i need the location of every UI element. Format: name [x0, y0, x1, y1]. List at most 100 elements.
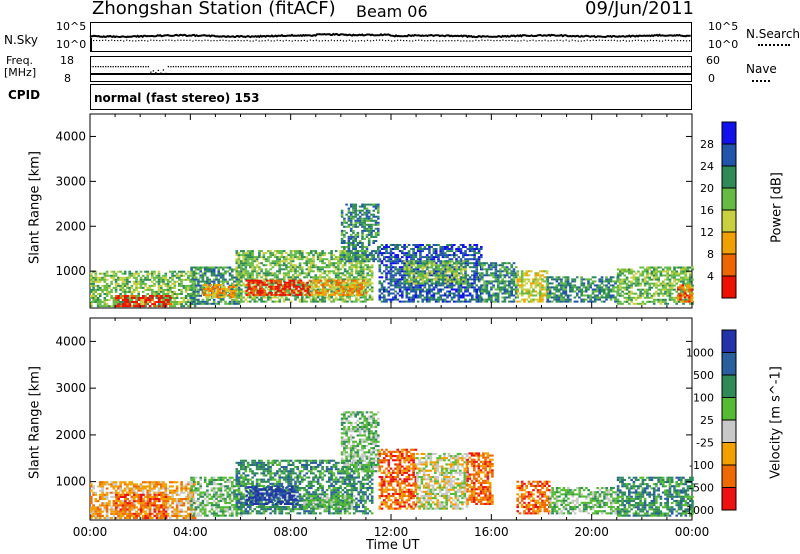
- data-cell: [603, 288, 606, 291]
- data-cell: [357, 262, 360, 265]
- data-cell: [490, 268, 493, 271]
- data-cell: [414, 252, 418, 255]
- data-cell: [414, 272, 418, 275]
- data-cell: [157, 278, 161, 281]
- data-cell: [383, 270, 386, 273]
- data-cell: [244, 264, 248, 267]
- data-cell: [352, 240, 355, 242]
- nsearch-point: [243, 40, 245, 42]
- data-cell: [164, 274, 168, 277]
- data-cell: [135, 270, 138, 273]
- data-cell: [167, 295, 170, 297]
- data-cell: [464, 262, 467, 265]
- data-cell: [432, 298, 436, 301]
- data-cell: [441, 282, 445, 285]
- data-cell: [340, 213, 344, 216]
- data-cell: [332, 266, 336, 269]
- data-cell: [337, 260, 340, 263]
- data-cell: [121, 284, 125, 287]
- data-cell: [539, 274, 542, 277]
- data-cell: [365, 246, 369, 248]
- data-cell: [347, 258, 351, 261]
- data-cell: [501, 288, 504, 291]
- data-cell: [334, 274, 338, 277]
- data-cell: [534, 286, 538, 289]
- nave-point: [621, 66, 624, 68]
- data-cell: [364, 268, 367, 271]
- data-cell: [263, 283, 267, 286]
- nsearch-point: [655, 39, 658, 42]
- nsearch-point: [406, 40, 408, 42]
- data-cell: [110, 270, 113, 273]
- data-cell: [349, 260, 353, 263]
- data-cell: [235, 252, 239, 255]
- data-cell: [546, 284, 550, 287]
- data-cell: [366, 298, 369, 301]
- data-cell: [416, 268, 420, 271]
- data-cell: [605, 284, 608, 287]
- data-cell: [208, 302, 211, 305]
- data-cell: [443, 298, 447, 301]
- data-cell: [268, 291, 271, 294]
- data-cell: [385, 272, 388, 275]
- data-cell: [101, 278, 104, 281]
- data-cell: [323, 262, 327, 265]
- nave-point: [165, 72, 167, 75]
- data-cell: [346, 285, 350, 288]
- data-cell: [187, 278, 190, 281]
- data-cell: [351, 285, 354, 288]
- data-cell: [180, 288, 183, 291]
- data-cell: [269, 250, 272, 253]
- data-cell: [448, 270, 452, 273]
- data-cell: [430, 282, 434, 285]
- nsearch-point: [276, 39, 278, 41]
- data-cell: [487, 282, 491, 285]
- data-cell: [187, 295, 190, 297]
- data-cell: [162, 301, 166, 303]
- data-cell: [244, 262, 248, 265]
- data-cell: [123, 282, 127, 285]
- data-cell: [180, 301, 183, 303]
- data-cell: [276, 276, 279, 279]
- data-cell: [648, 296, 651, 299]
- data-cell: [377, 217, 380, 220]
- data-cell: [609, 280, 613, 283]
- data-cell: [280, 250, 284, 253]
- data-cell: [171, 272, 174, 275]
- data-cell: [625, 296, 629, 299]
- data-cell: [625, 292, 629, 295]
- nsearch-point: [381, 39, 384, 41]
- data-cell: [614, 280, 617, 283]
- data-cell: [468, 292, 472, 295]
- data-cell: [378, 270, 382, 273]
- data-cell: [641, 278, 645, 281]
- data-cell: [321, 250, 324, 253]
- data-cell: [434, 256, 438, 259]
- data-cell: [481, 272, 484, 275]
- data-cell: [367, 227, 371, 230]
- data-cell: [291, 276, 295, 279]
- data-cell: [648, 292, 651, 295]
- data-cell: [356, 250, 360, 253]
- data-cell: [94, 288, 98, 291]
- data-cell: [197, 280, 200, 283]
- data-cell: [341, 298, 345, 301]
- data-cell: [564, 284, 568, 287]
- data-cell: [380, 282, 384, 285]
- data-cell: [475, 258, 479, 261]
- data-cell: [398, 268, 402, 271]
- data-cell: [455, 264, 459, 267]
- data-cell: [364, 288, 367, 291]
- data-cell: [231, 282, 234, 285]
- data-cell: [280, 296, 284, 299]
- data-cell: [323, 272, 327, 275]
- data-cell: [237, 266, 241, 269]
- nave-point: [533, 66, 536, 68]
- data-cell: [323, 288, 327, 291]
- data-cell: [349, 229, 353, 232]
- data-cell: [364, 293, 368, 296]
- data-cell: [580, 292, 583, 295]
- data-cell: [132, 274, 136, 277]
- nave-label: Nave: [746, 62, 777, 76]
- data-cell: [259, 285, 262, 288]
